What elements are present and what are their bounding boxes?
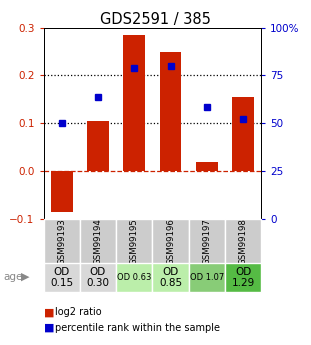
Text: ▶: ▶ bbox=[21, 272, 30, 282]
Text: GSM99196: GSM99196 bbox=[166, 218, 175, 265]
Bar bbox=[152, 263, 189, 292]
Text: GSM99197: GSM99197 bbox=[202, 218, 211, 265]
Bar bbox=[80, 263, 116, 292]
Bar bbox=[116, 219, 152, 264]
Bar bbox=[225, 219, 261, 264]
Text: OD 1.07: OD 1.07 bbox=[190, 273, 224, 282]
Bar bbox=[160, 51, 181, 171]
Text: OD
0.15: OD 0.15 bbox=[50, 267, 73, 288]
Bar bbox=[232, 97, 254, 171]
Text: GSM99195: GSM99195 bbox=[130, 218, 139, 265]
Text: OD 0.63: OD 0.63 bbox=[117, 273, 151, 282]
Text: GSM99198: GSM99198 bbox=[239, 218, 248, 265]
Text: GDS2591 / 385: GDS2591 / 385 bbox=[100, 12, 211, 27]
Text: GSM99193: GSM99193 bbox=[57, 218, 66, 265]
Bar bbox=[51, 171, 72, 212]
Text: GSM99194: GSM99194 bbox=[94, 218, 102, 265]
Text: OD
1.29: OD 1.29 bbox=[231, 267, 255, 288]
Bar bbox=[123, 35, 145, 171]
Bar bbox=[80, 219, 116, 264]
Text: OD
0.85: OD 0.85 bbox=[159, 267, 182, 288]
Bar bbox=[189, 219, 225, 264]
Text: ■: ■ bbox=[44, 323, 54, 333]
Bar bbox=[225, 263, 261, 292]
Text: percentile rank within the sample: percentile rank within the sample bbox=[55, 323, 220, 333]
Bar bbox=[116, 263, 152, 292]
Text: OD
0.30: OD 0.30 bbox=[86, 267, 109, 288]
Text: age: age bbox=[3, 272, 22, 282]
Text: ■: ■ bbox=[44, 307, 54, 317]
Bar bbox=[44, 219, 80, 264]
Bar bbox=[87, 121, 109, 171]
Text: log2 ratio: log2 ratio bbox=[55, 307, 101, 317]
Bar bbox=[44, 263, 80, 292]
Bar bbox=[152, 219, 189, 264]
Bar bbox=[196, 161, 218, 171]
Bar bbox=[189, 263, 225, 292]
